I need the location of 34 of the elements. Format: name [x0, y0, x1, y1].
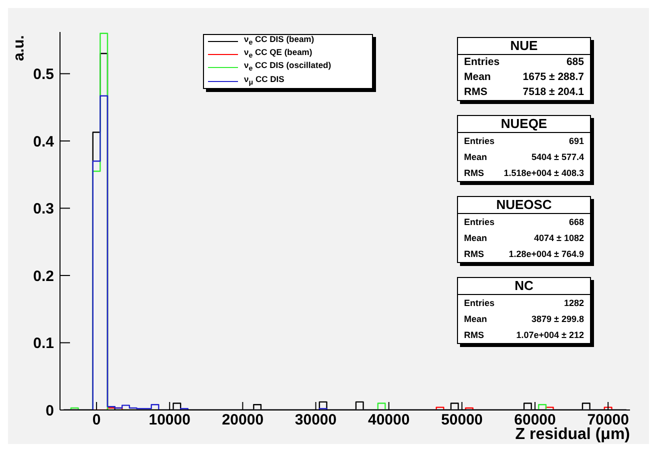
legend-label: ν$_{e}$ CC DIS (oscillated) — [244, 60, 332, 75]
text: Entries 1282 — [464, 298, 584, 308]
legend-label: ν$_{μ}$ CC DIS — [244, 74, 284, 88]
x-tick-label: 20000 — [222, 412, 264, 429]
text: Entries 691 — [464, 136, 584, 146]
x-tick-label: 40000 — [368, 412, 410, 429]
text: Mean 5404 ± 577.4 — [464, 152, 584, 162]
text: Entries 685 — [464, 56, 584, 68]
x-tick-label: 0 — [92, 412, 101, 429]
y-tick-label: 0.3 — [33, 200, 54, 218]
y-axis-title: a.u. — [10, 35, 28, 61]
annotation: NC — [458, 278, 590, 295]
x-tick-label: 30000 — [294, 412, 337, 429]
x-tick-label: 60000 — [514, 412, 556, 429]
y-tick-label: 0.4 — [33, 133, 55, 150]
text: RMS 7518 ± 204.1 — [464, 86, 584, 98]
legend-label: ν$_{e}$ CC QE (beam) — [244, 47, 312, 62]
legend-label: ν$_{e}$ CC DIS (beam) — [244, 34, 314, 48]
annotation: NUEQE — [458, 116, 590, 133]
x-tick-label: 10000 — [148, 412, 190, 429]
y-tick-label: 0.1 — [33, 335, 54, 352]
y-tick-label: 0.5 — [33, 66, 54, 84]
text: Mean 3879 ± 299.8 — [464, 314, 584, 324]
annotation: NUEOSC — [458, 197, 590, 214]
y-tick-label: 0.2 — [33, 268, 54, 285]
text: RMS 1.518e+004 ± 408.3 — [464, 168, 584, 178]
x-tick-label: 50000 — [441, 412, 483, 429]
text: Mean 4074 ± 1082 — [464, 233, 584, 243]
x-axis-title: Z residual (μm) — [515, 426, 630, 444]
annotation: NUE — [458, 38, 590, 55]
text: RMS 1.07e+004 ± 212 — [464, 330, 584, 340]
text: RMS 1.28e+004 ± 764.9 — [464, 249, 584, 259]
text: Entries 668 — [464, 217, 584, 227]
text: Mean 1675 ± 288.7 — [464, 71, 584, 83]
